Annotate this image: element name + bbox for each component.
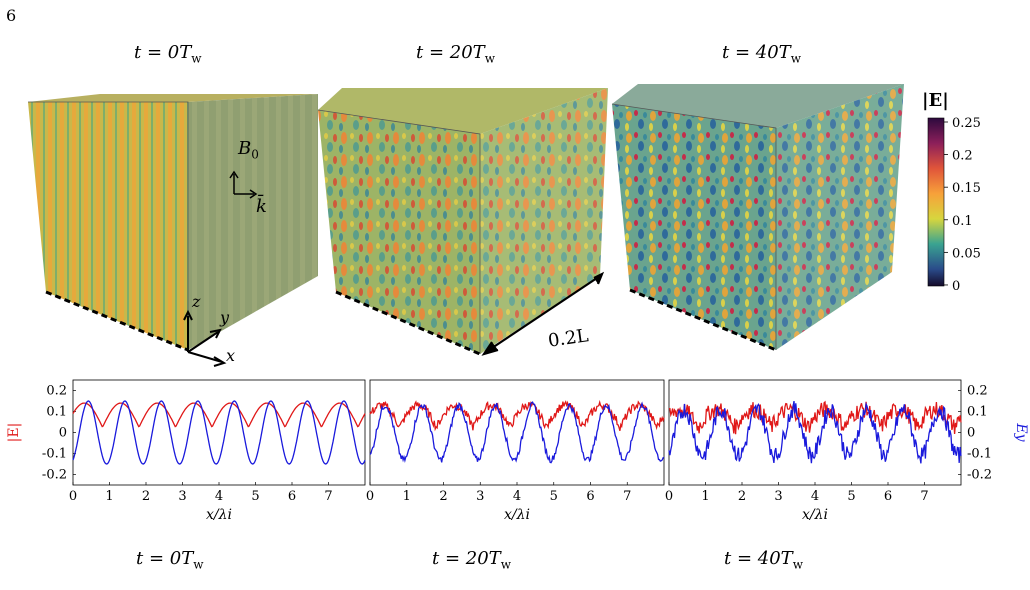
z-label: z (192, 292, 201, 311)
top-title-1: t = 0Tw (134, 42, 202, 66)
page-number: 6 (6, 6, 17, 25)
y-tick-right-label: -0.2 (967, 468, 992, 483)
y-tick-label: 0 (59, 426, 67, 441)
bottom-title-2: t = 20Tw (432, 548, 511, 572)
y-tick-label: -0.2 (42, 468, 67, 483)
x-tick-label: 5 (847, 489, 855, 504)
series-line-ey (668, 400, 962, 464)
x-tick-label: 2 (142, 489, 150, 504)
line-chart-1: 0 1 2 3 4 5 6 7 x/λi 0.2 0.1 0 -0.1 -0.2 |E| (6, 379, 366, 523)
x-tick-label: 3 (178, 489, 186, 504)
k-label: k̄ (256, 196, 267, 217)
x-tick-label: 2 (738, 489, 746, 504)
top-title-2: t = 20Tw (416, 42, 495, 66)
series-line-ey (72, 400, 366, 465)
x-tick-label: 4 (215, 489, 223, 504)
x-label: x (226, 346, 236, 365)
colorbar-tick-label: 0.1 (952, 214, 973, 229)
x-tick-label: 6 (288, 489, 296, 504)
line-chart-3: 0 1 2 3 4 5 6 7 x/λi 0.2 0.1 0 -0.1 -0.2 Ey (665, 379, 1029, 523)
x-tick-label: 7 (324, 489, 332, 504)
x-tick-label: 0 (69, 489, 77, 504)
x-tick-label: 0 (665, 489, 673, 504)
colorbar-tick-label: 0 (952, 279, 960, 294)
x-tick-label: 3 (774, 489, 782, 504)
x-axis-label: x/λi (802, 507, 828, 523)
cube-t40 (611, 84, 904, 352)
colorbar-tick-label: 0.15 (952, 181, 981, 196)
y-tick-right-label: 0.2 (967, 384, 988, 399)
x-tick-label: 1 (403, 489, 411, 504)
series-line-ey (369, 401, 665, 464)
plot-frame (72, 379, 366, 486)
series-line-abs-e (72, 402, 366, 428)
cube-t20 (317, 88, 608, 356)
y-tick-label: -0.1 (42, 447, 67, 462)
x-tick-label: 1 (105, 489, 113, 504)
line-chart-2: 0 1 2 3 4 5 6 7 x/λi (366, 379, 665, 523)
y-label: y (220, 308, 230, 327)
y-axis-right-label: Ey (1013, 422, 1029, 442)
x-tick-label: 5 (251, 489, 259, 504)
y-tick-right-label: -0.1 (967, 447, 992, 462)
x-tick-label: 6 (884, 489, 892, 504)
y-tick-right-label: 0.1 (967, 405, 988, 420)
plot-frame (668, 379, 962, 486)
x-tick-label: 1 (701, 489, 709, 504)
cube-t0 (28, 94, 318, 352)
y-axis-label: |E| (6, 423, 22, 443)
field-arrows (229, 170, 258, 199)
x-axis-label: x/λi (504, 507, 530, 523)
colorbar-label: |E| (922, 90, 949, 111)
x-axis-label: x/λi (206, 507, 232, 523)
bottom-title-3: t = 40Tw (724, 548, 803, 572)
bottom-title-1: t = 0Tw (136, 548, 204, 572)
x-tick-label: 6 (586, 489, 594, 504)
x-tick-label: 7 (920, 489, 928, 504)
y-tick-label: 0.1 (46, 405, 67, 420)
length-arrow (481, 271, 605, 356)
colorbar: 0.25 0.2 0.15 0.1 0.05 0 (927, 116, 981, 294)
colorbar-tick-label: 0.25 (952, 116, 981, 131)
series-line-abs-e (369, 399, 665, 432)
x-tick-label: 4 (513, 489, 521, 504)
coordinate-axes (183, 309, 227, 367)
x-tick-label: 7 (623, 489, 631, 504)
colorbar-tick-label: 0.2 (952, 149, 973, 164)
x-tick-label: 0 (366, 489, 374, 504)
b0-label: B0 (238, 138, 259, 162)
x-tick-label: 4 (811, 489, 819, 504)
colorbar-tick-label: 0.05 (952, 246, 981, 261)
x-tick-label: 2 (439, 489, 447, 504)
x-tick-label: 3 (476, 489, 484, 504)
top-title-3: t = 40Tw (722, 42, 801, 66)
y-tick-label: 0.2 (46, 384, 67, 399)
y-tick-right-label: 0 (967, 426, 975, 441)
x-tick-label: 5 (550, 489, 558, 504)
